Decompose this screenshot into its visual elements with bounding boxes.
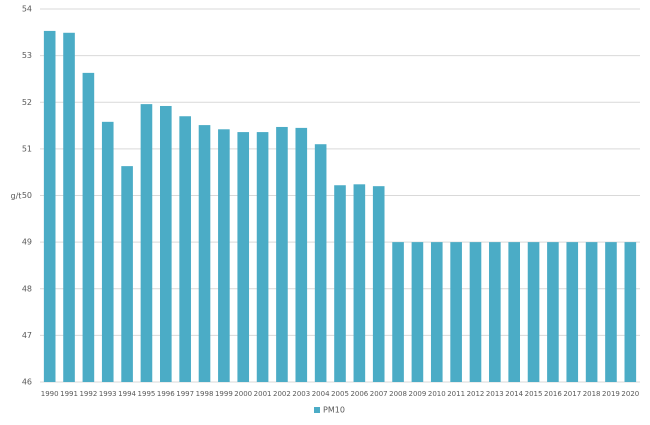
bar — [450, 242, 462, 382]
bar — [276, 126, 288, 383]
bar — [430, 242, 443, 382]
x-tick-label: 1992 — [79, 390, 97, 398]
bar — [237, 132, 250, 382]
bar — [198, 125, 211, 382]
x-tick-label: 1991 — [60, 390, 78, 398]
y-tick-label: 53 — [22, 51, 32, 60]
y-axis-label: g/t — [11, 192, 22, 201]
bar — [43, 30, 56, 382]
x-tick-label: 2013 — [486, 390, 504, 398]
bar — [527, 242, 540, 382]
bar — [101, 121, 114, 383]
x-tick-label: 2001 — [254, 390, 272, 398]
x-tick-label: 1993 — [99, 390, 117, 398]
x-tick-label: 2000 — [234, 390, 252, 398]
x-tick-label: 1996 — [157, 390, 175, 398]
x-tick-label: 2019 — [602, 390, 620, 398]
x-tick-label: 2002 — [273, 390, 291, 398]
x-tick-label: 1997 — [176, 390, 194, 398]
bar — [489, 242, 501, 382]
bar — [334, 185, 346, 382]
bar — [353, 184, 366, 382]
y-tick-label: 49 — [22, 238, 32, 247]
x-tick-label: 2010 — [428, 390, 446, 398]
x-tick-label: 2006 — [350, 390, 368, 398]
x-tick-label: 2007 — [370, 390, 388, 398]
x-tick-label: 2018 — [583, 390, 601, 398]
y-tick-label: 48 — [22, 284, 32, 293]
bar — [624, 242, 637, 382]
x-tick-label: 2008 — [389, 390, 407, 398]
bar — [547, 242, 559, 382]
x-tick-label: 2003 — [292, 390, 310, 398]
x-tick-label: 1995 — [138, 390, 156, 398]
y-tick-label: 51 — [22, 144, 32, 153]
x-tick-label: 1999 — [215, 390, 233, 398]
bar — [218, 129, 230, 382]
y-tick-label: 46 — [22, 378, 32, 387]
x-tick-label: 2020 — [621, 390, 639, 398]
bar — [372, 186, 385, 382]
bar — [314, 144, 327, 382]
x-tick-label: 2011 — [447, 390, 465, 398]
bar — [121, 166, 133, 382]
x-tick-label: 2012 — [467, 390, 485, 398]
y-tick-label: 47 — [22, 331, 32, 340]
bar — [469, 242, 482, 382]
legend-swatch — [314, 407, 320, 413]
bar — [140, 104, 153, 383]
bar — [63, 32, 75, 383]
y-tick-label: 54 — [22, 5, 32, 14]
bar — [508, 242, 520, 382]
bar — [566, 242, 579, 382]
bar — [179, 116, 191, 383]
x-tick-label: 1990 — [41, 390, 59, 398]
y-tick-label: 52 — [22, 98, 32, 107]
x-tick-label: 2015 — [525, 390, 543, 398]
x-tick-label: 2005 — [331, 390, 349, 398]
x-tick-label: 2009 — [409, 390, 427, 398]
x-tick-label: 2014 — [505, 390, 523, 398]
bar — [160, 105, 172, 382]
legend-label: PM10 — [323, 406, 345, 415]
bar — [585, 242, 598, 382]
x-tick-label: 2004 — [312, 390, 330, 398]
bar — [295, 127, 308, 382]
x-tick-label: 2017 — [563, 390, 581, 398]
bar — [605, 242, 617, 382]
x-tick-label: 1994 — [118, 390, 136, 398]
bar — [256, 132, 269, 382]
bar — [82, 72, 95, 382]
y-tick-label: 50 — [22, 191, 32, 200]
x-tick-label: 1998 — [196, 390, 214, 398]
bar — [392, 242, 404, 382]
bar — [411, 242, 424, 382]
x-tick-label: 2016 — [544, 390, 562, 398]
